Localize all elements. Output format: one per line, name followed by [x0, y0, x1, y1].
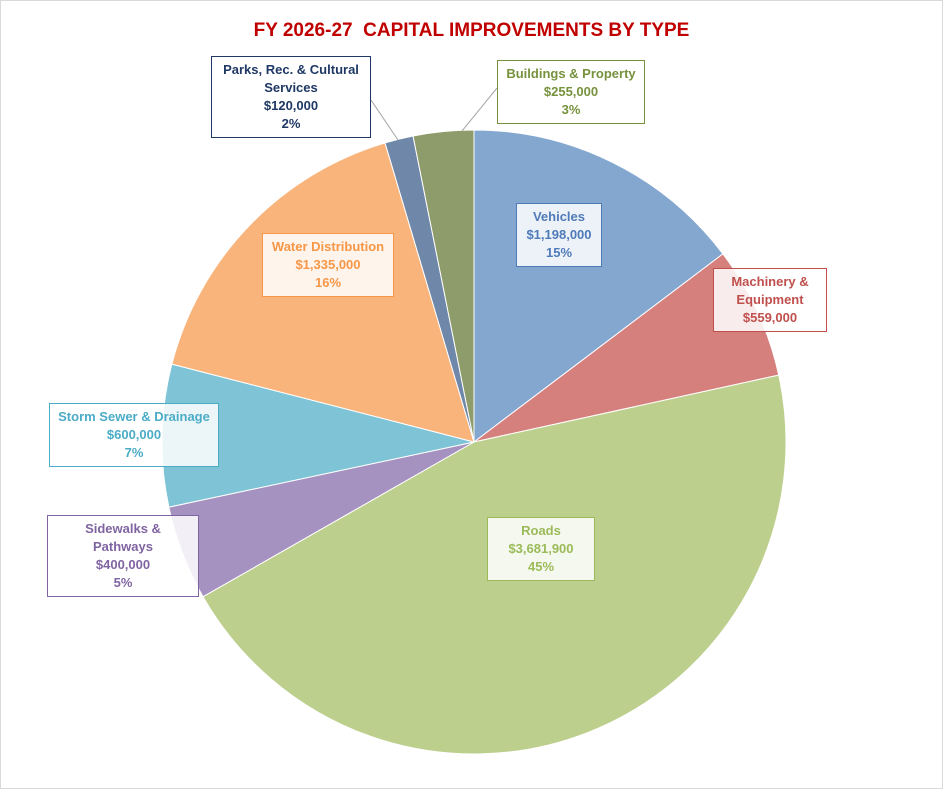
- label-percent: 2%: [281, 116, 301, 131]
- data-label: Parks, Rec. & Cultural Services $120,000 2…: [211, 56, 371, 138]
- label-value: $120,000: [263, 98, 319, 113]
- label-percent: 15%: [545, 245, 573, 260]
- data-label: Storm Sewer & Drainage $600,000 7%: [49, 403, 219, 467]
- label-value: $255,000: [543, 84, 599, 99]
- label-value: $400,000: [95, 557, 151, 572]
- label-name: Vehicles: [532, 209, 586, 224]
- label-percent: 45%: [527, 559, 555, 574]
- label-value: $600,000: [106, 427, 162, 442]
- data-label: Buildings & Property $255,000 3%: [497, 60, 645, 124]
- label-name: Storm Sewer & Drainage: [58, 409, 210, 424]
- label-percent: 3%: [561, 102, 581, 117]
- chart-title: FY 2026-27 CAPITAL IMPROVEMENTS BY TYPE: [253, 20, 690, 41]
- leader-line: [370, 99, 399, 141]
- label-value: $559,000: [742, 310, 798, 325]
- label-name: Parks, Rec. & Cultural Services: [223, 62, 359, 95]
- data-label: Sidewalks & Pathways $400,000 5%: [47, 515, 199, 597]
- label-name: Water Distribution: [271, 239, 385, 254]
- label-name: Buildings & Property: [506, 66, 636, 81]
- pie-slice: [412, 129, 475, 443]
- data-label: Vehicles $1,198,000 15%: [516, 203, 602, 267]
- data-label: Roads $3,681,900 45%: [487, 517, 595, 581]
- label-value: $1,198,000: [526, 227, 592, 242]
- data-label: Machinery & Equipment $559,000: [713, 268, 827, 332]
- label-percent: 16%: [314, 275, 342, 290]
- label-name: Machinery & Equipment: [731, 274, 809, 307]
- label-value: $3,681,900: [508, 541, 574, 556]
- data-label: Water Distribution $1,335,000 16%: [262, 233, 394, 297]
- label-percent: 5%: [113, 575, 133, 590]
- leader-line: [461, 87, 498, 132]
- label-value: $1,335,000: [295, 257, 361, 272]
- label-percent: 7%: [124, 445, 144, 460]
- label-name: Roads: [521, 523, 561, 538]
- label-name: Sidewalks & Pathways: [85, 521, 161, 554]
